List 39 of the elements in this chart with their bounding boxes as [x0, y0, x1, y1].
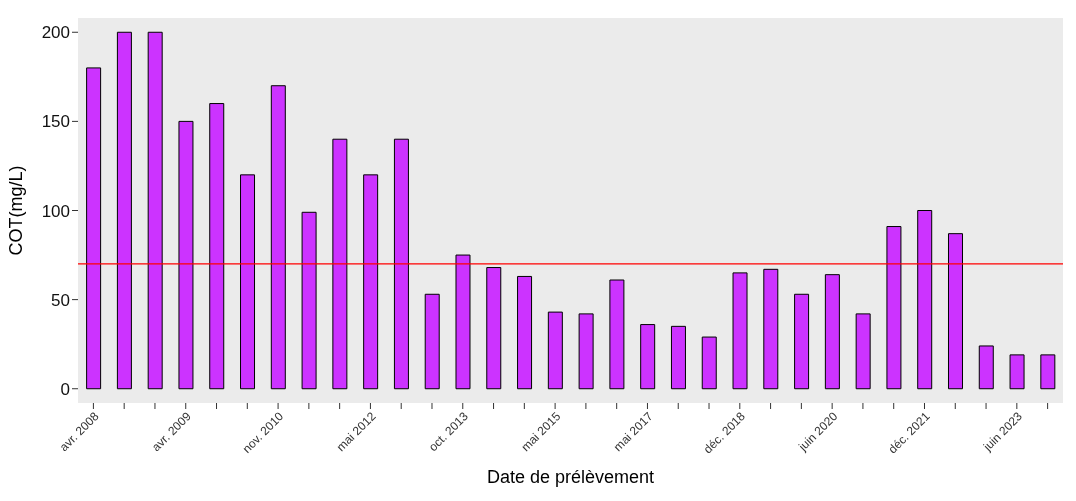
y-axis-title: COT(mg/L) — [6, 165, 27, 256]
bar — [517, 275, 533, 390]
bar — [824, 274, 840, 390]
x-axis-title: Date de prélèvement — [486, 467, 655, 487]
bar — [578, 313, 594, 390]
bar — [763, 268, 779, 390]
bar — [1040, 354, 1056, 390]
y-tick-label: 150 — [41, 112, 70, 132]
bar — [886, 226, 902, 390]
bar — [363, 174, 379, 390]
bar — [794, 293, 810, 390]
bar — [609, 279, 625, 390]
bar — [701, 336, 717, 390]
bar — [116, 31, 132, 390]
bar — [1009, 354, 1025, 390]
y-tick-label: 0 — [60, 379, 70, 399]
bar — [947, 233, 963, 390]
bar — [547, 311, 563, 390]
bar — [978, 345, 994, 390]
bar — [424, 293, 440, 390]
y-tick-label: 100 — [41, 201, 70, 221]
y-tick-label: 200 — [41, 23, 70, 43]
bar — [270, 85, 286, 390]
bar — [455, 254, 471, 390]
bar — [332, 138, 348, 390]
y-tick-label: 50 — [51, 290, 70, 310]
bar — [86, 67, 102, 390]
bar — [240, 174, 256, 390]
bar — [917, 210, 933, 390]
bar — [640, 324, 656, 390]
bar — [732, 272, 748, 390]
bar — [209, 103, 225, 390]
bar — [855, 313, 871, 390]
bar — [301, 211, 317, 390]
bar — [486, 267, 502, 390]
bar — [147, 31, 163, 390]
bar — [393, 138, 409, 390]
bar — [178, 120, 194, 390]
bar — [670, 325, 686, 390]
